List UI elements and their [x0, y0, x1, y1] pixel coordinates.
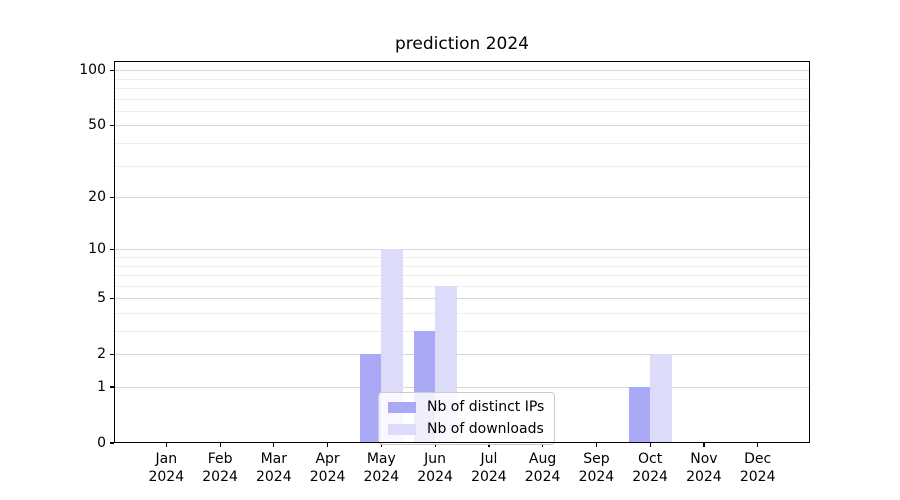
x-tick-year: 2024 — [255, 469, 292, 485]
y-tick-mark — [110, 124, 114, 127]
gridline-major — [114, 197, 810, 199]
y-tick-mark — [110, 297, 114, 299]
chart-title: prediction 2024 — [395, 34, 529, 54]
y-tick-label: 2 — [97, 346, 106, 363]
y-tick-mark — [110, 353, 114, 355]
x-tick-mark — [219, 443, 221, 447]
x-tick-label-feb: Feb 2024 — [185, 450, 255, 486]
x-tick-label-oct: Oct 2024 — [615, 450, 685, 486]
y-tick-mark — [110, 442, 114, 444]
x-tick-label-aug: Aug 2024 — [508, 450, 578, 486]
x-tick-month: Apr — [315, 451, 340, 467]
x-tick-label-jun: Jun 2024 — [400, 450, 470, 486]
gridline-major — [114, 387, 810, 388]
y-tick-label: 10 — [88, 241, 106, 258]
x-tick-month: Oct — [637, 451, 663, 467]
x-tick-year: 2024 — [309, 469, 346, 485]
x-tick-mark — [595, 443, 598, 447]
legend-swatch — [388, 424, 416, 435]
bar-nb-of-distinct-ips — [359, 354, 382, 443]
y-tick-mark — [110, 386, 114, 388]
plot-area: Nb of distinct IPs Nb of downloads — [114, 61, 810, 445]
x-tick-label-jan: Jan 2024 — [131, 450, 201, 486]
x-tick-year: 2024 — [632, 469, 668, 485]
gridline-minor — [114, 275, 810, 276]
gridline-minor — [114, 110, 810, 112]
x-tick-mark — [434, 443, 436, 447]
x-tick-month: May — [366, 451, 396, 467]
x-tick-year: 2024 — [148, 469, 185, 485]
gridline-minor — [114, 313, 810, 314]
gridline-major — [114, 249, 810, 251]
y-tick-label: 20 — [88, 189, 106, 206]
gridline-minor — [114, 98, 810, 100]
legend: Nb of distinct IPs Nb of downloads — [378, 392, 556, 445]
x-tick-month: Dec — [744, 451, 772, 467]
x-tick-label-nov: Nov 2024 — [669, 450, 739, 486]
x-tick-mark — [703, 443, 705, 447]
x-tick-month: Mar — [260, 451, 287, 467]
x-tick-year: 2024 — [471, 469, 507, 485]
y-tick-mark — [110, 196, 114, 198]
y-tick-mark — [110, 69, 114, 71]
x-tick-month: Aug — [528, 451, 557, 467]
x-tick-mark — [273, 443, 275, 447]
x-tick-year: 2024 — [202, 469, 238, 485]
legend-label: Nb of distinct IPs — [427, 399, 545, 415]
y-tick-label: 5 — [97, 290, 106, 307]
y-tick-label: 1 — [97, 379, 106, 395]
bar-nb-of-distinct-ips — [628, 387, 651, 443]
gridline-minor — [114, 143, 810, 144]
x-tick-mark — [380, 443, 382, 447]
gridline-major — [114, 70, 810, 72]
gridline-minor — [114, 265, 810, 267]
x-tick-label-jul: Jul 2024 — [454, 450, 524, 486]
x-tick-label-dec: Dec 2024 — [723, 450, 793, 486]
x-tick-year: 2024 — [524, 469, 561, 485]
y-tick-label: 100 — [79, 62, 106, 79]
y-tick-label: 50 — [88, 117, 106, 134]
gridline-major — [114, 354, 810, 356]
x-tick-mark — [165, 443, 167, 447]
x-tick-month: Feb — [207, 451, 233, 467]
x-tick-mark — [649, 443, 651, 447]
gridline-minor — [114, 78, 810, 80]
gridline-minor — [114, 88, 810, 89]
x-tick-month: Nov — [690, 451, 718, 467]
gridline-major — [114, 298, 810, 300]
y-tick-label: 0 — [97, 435, 106, 451]
gridline-major — [114, 125, 810, 127]
gridline-minor — [114, 285, 810, 287]
legend-item: Nb of downloads — [388, 421, 544, 438]
legend-swatch — [388, 402, 416, 413]
x-tick-label-sep: Sep 2024 — [561, 450, 631, 486]
x-tick-year: 2024 — [739, 469, 776, 485]
gridline-minor — [114, 331, 810, 332]
legend-item: Nb of distinct IPs — [388, 399, 544, 416]
x-tick-month: Sep — [583, 451, 610, 467]
x-tick-month: Jul — [480, 451, 498, 467]
gridline-minor — [114, 257, 810, 258]
x-tick-mark — [327, 443, 329, 447]
x-tick-year: 2024 — [417, 469, 453, 485]
x-tick-month: Jun — [424, 451, 447, 467]
x-tick-year: 2024 — [686, 469, 722, 485]
bar-nb-of-downloads — [650, 354, 672, 443]
x-tick-label-mar: Mar 2024 — [239, 450, 309, 486]
y-tick-mark — [110, 248, 114, 250]
x-tick-month: Jan — [155, 451, 178, 467]
x-tick-label-may: May 2024 — [346, 450, 416, 486]
gridline-minor — [114, 165, 810, 167]
x-tick-mark — [542, 443, 544, 447]
x-tick-year: 2024 — [578, 469, 615, 485]
x-tick-label-apr: Apr 2024 — [293, 450, 363, 486]
legend-label: Nb of downloads — [427, 421, 544, 437]
x-tick-year: 2024 — [363, 469, 400, 485]
x-tick-mark — [757, 443, 759, 447]
x-tick-mark — [488, 443, 490, 447]
